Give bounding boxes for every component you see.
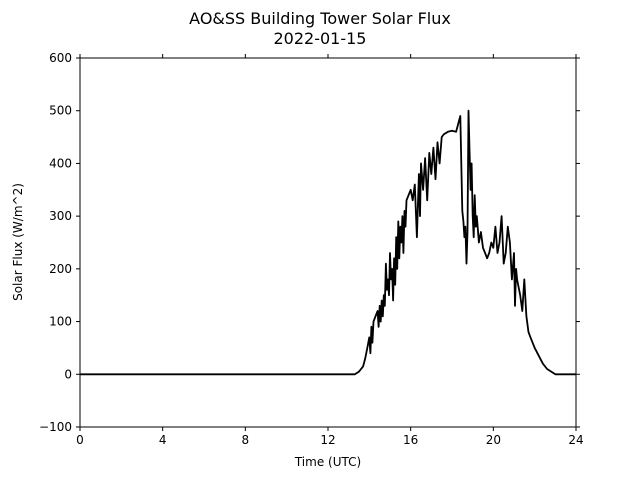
y-tick-label: 0 [64,367,72,381]
y-tick-label: 100 [49,315,72,329]
x-tick-label: 16 [403,433,418,447]
plot-frame [79,57,577,428]
y-tick-label: 200 [49,262,72,276]
x-tick-label: 24 [568,433,583,447]
y-axis: −100 0 100 200 300 400 500 600 [39,51,580,434]
y-tick-label: 500 [49,104,72,118]
y-tick-label: 400 [49,156,72,170]
y-tick-label: 300 [49,209,72,223]
series-line [80,109,576,376]
x-tick-label: 4 [159,433,167,447]
x-tick-label: 20 [486,433,501,447]
x-axis-label: Time (UTC) [294,455,361,469]
x-tick-label: 0 [76,433,84,447]
y-tick-label: −100 [39,420,72,434]
y-axis-label: Solar Flux (W/m^2) [11,183,25,301]
chart-subtitle: 2022-01-15 [274,29,367,48]
x-tick-label: 8 [242,433,250,447]
chart-title: AO&SS Building Tower Solar Flux [189,9,451,28]
x-tick-label: 12 [320,433,335,447]
x-axis: 0 4 8 12 16 20 24 [76,54,584,447]
y-tick-label: 600 [49,51,72,65]
